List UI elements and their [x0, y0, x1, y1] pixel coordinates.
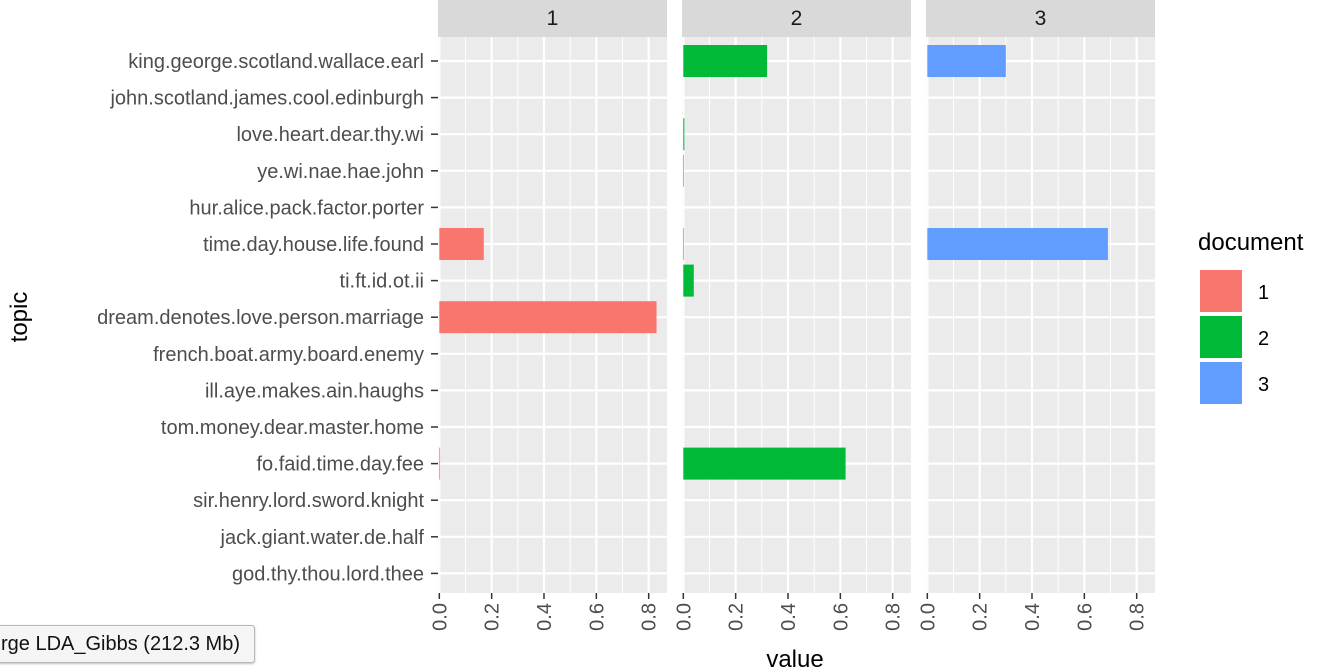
- bar: [683, 118, 685, 151]
- facet-panel-2: 2 0.0 0.2 0.4 0.6 0.8: [673, 0, 911, 631]
- facet-strip-label: 1: [547, 7, 559, 30]
- legend-title: document: [1198, 229, 1304, 256]
- facet-panel-3: 3 0.0 0.2 0.4 0.6 0.8: [917, 0, 1155, 631]
- x-tick-label: 0.8: [1127, 603, 1149, 631]
- bar: [439, 301, 657, 334]
- x-axis-title: value: [766, 646, 823, 672]
- x-tick-label: 0.6: [586, 603, 608, 631]
- x-tick-label: 0.8: [639, 603, 661, 631]
- legend: document 1 2 3: [1198, 229, 1304, 404]
- bar: [439, 447, 441, 480]
- facet-strip: [926, 0, 1155, 37]
- bar: [927, 228, 1108, 260]
- x-tick-label: 0.2: [726, 603, 748, 631]
- x-tick-label: 0.2: [970, 603, 992, 631]
- y-tick-label: sir.henry.lord.sword.knight: [193, 490, 424, 512]
- x-tick-label: 0.6: [1074, 603, 1096, 631]
- legend-label: 2: [1258, 328, 1269, 350]
- x-tick-label: 0.4: [778, 603, 800, 631]
- x-tick-label: 0.0: [917, 603, 939, 631]
- y-tick-label: hur.alice.pack.factor.porter: [189, 197, 424, 219]
- bar: [683, 154, 684, 187]
- y-tick-label: jack.giant.water.de.half: [220, 527, 425, 549]
- facet-panel-1: 1 0.0 0.2 0.4 0.6 0.8: [429, 0, 667, 631]
- y-tick-label: love.heart.dear.thy.wi: [236, 124, 424, 146]
- facet-panels: 1 0.0 0.2 0.4 0.6 0.8 2 0.0 0.2 0.4 0.6 0.8 3 0.0 0.2 0…: [429, 0, 1155, 631]
- x-tick-label: 0.4: [534, 603, 556, 631]
- y-tick-label: king.george.scotland.wallace.earl: [128, 51, 424, 73]
- status-tooltip: rge LDA_Gibbs (212.3 Mb): [0, 625, 256, 663]
- bar: [683, 447, 846, 480]
- facet-strip-label: 2: [791, 7, 803, 30]
- facet-strip: [438, 0, 667, 37]
- panel-background: [926, 37, 1155, 593]
- bar: [683, 228, 684, 260]
- y-axis-title: topic: [6, 292, 33, 343]
- y-tick-label: tom.money.dear.master.home: [161, 417, 424, 439]
- y-tick-label: john.scotland.james.cool.edinburgh: [109, 88, 424, 110]
- x-tick-label: 0.6: [830, 603, 852, 631]
- bar: [683, 45, 768, 77]
- panel-background: [682, 37, 911, 593]
- x-tick-label: 0.8: [883, 603, 905, 631]
- x-tick-label: 0.0: [673, 603, 695, 631]
- bar: [927, 45, 1006, 77]
- legend-key: [1200, 270, 1242, 312]
- y-tick-label: ti.ft.id.ot.ii: [340, 271, 424, 293]
- y-tick-label: dream.denotes.love.person.marriage: [97, 307, 424, 329]
- bar: [683, 264, 694, 297]
- y-axis: king.george.scotland.wallace.earl john.sc…: [97, 51, 438, 585]
- y-tick-label: fo.faid.time.day.fee: [257, 454, 425, 476]
- legend-label: 3: [1258, 374, 1269, 396]
- y-tick-label: french.boat.army.board.enemy: [153, 344, 424, 366]
- bar: [439, 228, 484, 260]
- legend-label: 1: [1258, 282, 1269, 304]
- facet-strip-label: 3: [1035, 7, 1047, 30]
- y-tick-label: time.day.house.life.found: [203, 234, 424, 256]
- x-tick-label: 0.4: [1022, 603, 1044, 631]
- y-tick-label: ill.aye.makes.ain.haughs: [205, 380, 424, 402]
- legend-key: [1200, 362, 1242, 404]
- x-tick-label: 0.2: [482, 603, 504, 631]
- x-tick-label: 0.0: [429, 603, 451, 631]
- legend-key: [1200, 316, 1242, 358]
- facet-strip: [682, 0, 911, 37]
- y-tick-label: god.thy.thou.lord.thee: [232, 563, 424, 585]
- y-tick-label: ye.wi.nae.hae.john: [257, 161, 424, 183]
